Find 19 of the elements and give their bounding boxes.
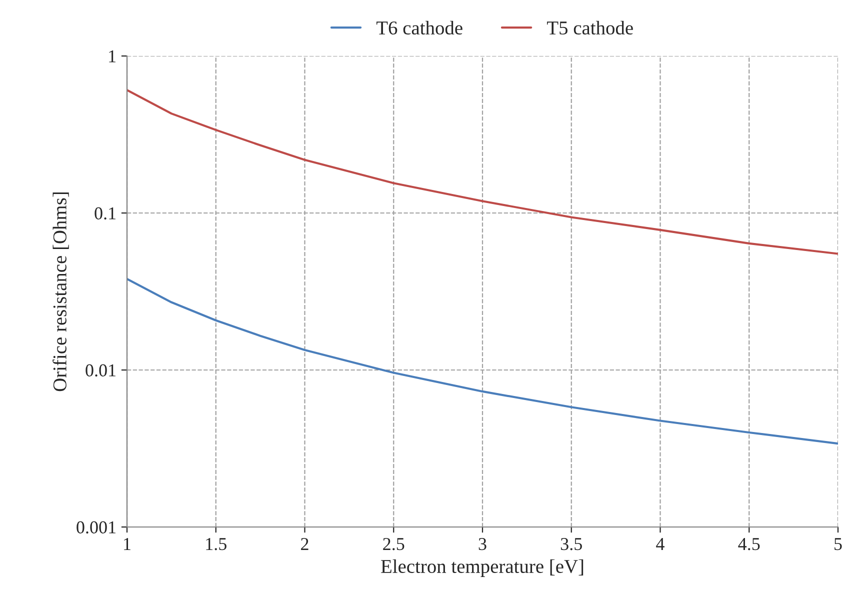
x-tick-label: 2.5 xyxy=(383,538,404,550)
y-tick-label: 0.001 xyxy=(76,521,116,534)
y-tick-label: 0.1 xyxy=(94,207,116,220)
x-tick-label: 1 xyxy=(124,538,130,550)
x-tick-label: 4 xyxy=(656,538,664,550)
y-tick-label: 0.01 xyxy=(86,364,116,377)
x-axis-title: Electron temperature [eV] xyxy=(381,559,584,577)
x-tick-label: 3.5 xyxy=(560,538,582,550)
y-axis-title: Orifice resistance [Ohms] xyxy=(52,192,69,392)
legend-label: T5 cathode xyxy=(547,20,633,35)
x-tick-label: 4.5 xyxy=(738,538,760,550)
line-series xyxy=(127,278,838,445)
y-tick-label: 1 xyxy=(109,50,116,62)
x-tick-label: 3 xyxy=(478,538,486,550)
x-tick-label: 5 xyxy=(834,538,842,550)
x-tick-label: 1.5 xyxy=(206,538,226,550)
legend-label: T6 cathode xyxy=(376,20,462,35)
x-tick-label: 2 xyxy=(301,538,308,550)
line-series xyxy=(127,88,838,255)
